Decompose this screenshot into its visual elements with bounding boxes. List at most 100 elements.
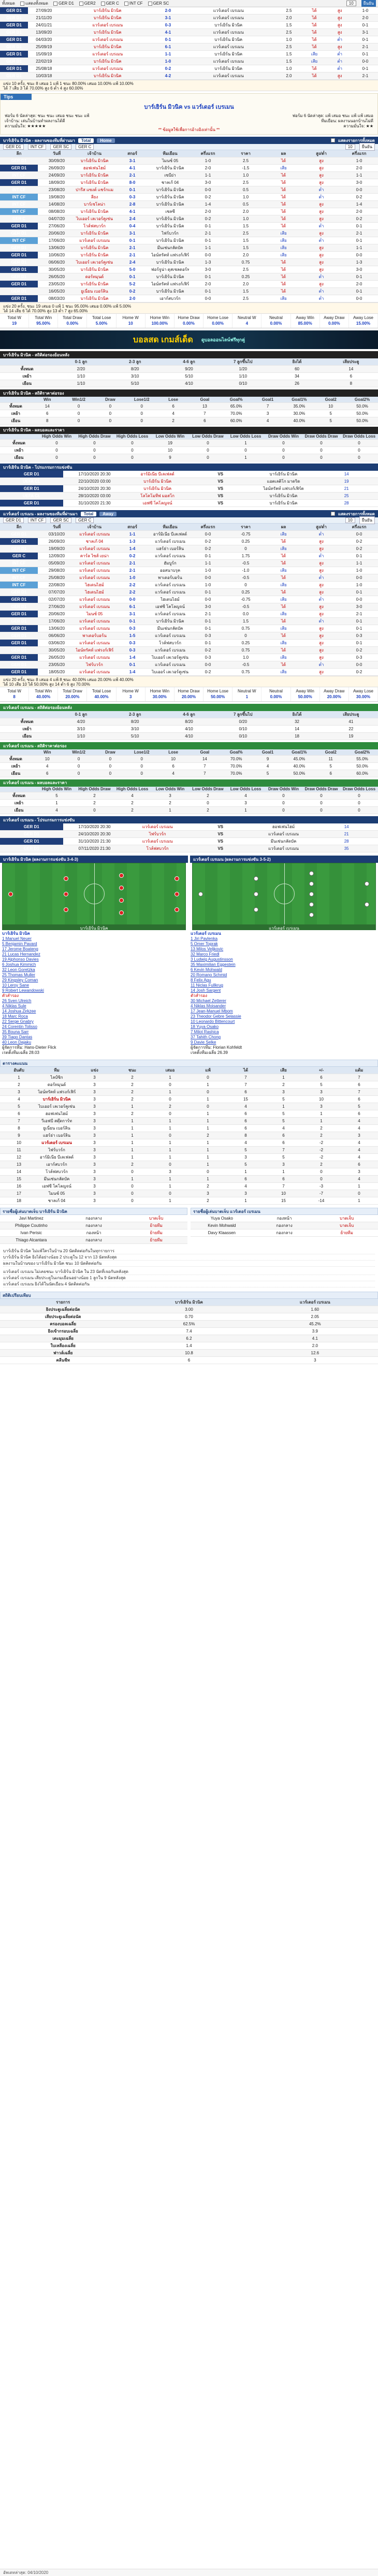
table-row[interactable]: GER D1 17/10/2020 20:30 แวร์เดอร์ เบรเมน VS… bbox=[0, 823, 378, 831]
table-row[interactable]: 4 บาร์เยิร์น มิวนิค 3 2 0 1 15 5 10 6 bbox=[0, 1095, 378, 1103]
player-link[interactable]: 14 Josh Sargent bbox=[191, 988, 221, 993]
table-row[interactable]: GER C 12/09/20 คาร์ล ไซส์ เยน่า 0-2 แวร์เดอร… bbox=[0, 552, 378, 560]
table-row[interactable]: GER D1 20/06/20 บาร์เยิร์น มิวนิค 3-1 ไฟร์บว… bbox=[0, 229, 378, 237]
table-row[interactable]: GER D1 10/06/20 บาร์เยิร์น มิวนิค 2-1 ไอน์ทร… bbox=[0, 251, 378, 259]
table-row[interactable]: GER D1 19/09/20 แวร์เดอร์ เบรเมน 1-4 แฮร์ธ่า… bbox=[0, 545, 378, 553]
table-row[interactable]: GER D1 04/03/20 แวร์เดอร์ เบรเมน 0-1 บาร์เยิ… bbox=[0, 36, 378, 44]
confirm-button-away[interactable]: ยืนยัน bbox=[359, 516, 375, 524]
table-row[interactable]: 9 แฮร์ธ่า เบอร์ลิน 3 1 0 2 8 6 2 3 bbox=[0, 1132, 378, 1139]
table-row[interactable]: GER D1 17/06/20 แวร์เดอร์ เบรเมน 0-1 บาร์เยิ… bbox=[0, 617, 378, 625]
tab-away[interactable]: Away bbox=[99, 511, 117, 516]
table-row[interactable]: INT CF 14/08/20 บาร์เซโลน่า 2-8 บาร์เยิร์น ม… bbox=[0, 200, 378, 208]
sub-player-link[interactable]: 23 Theodor Gebre Selassie bbox=[191, 1014, 241, 1019]
table-row[interactable]: INT CF 05/09/20 แวร์เดอร์ เบรเมน 2-1 ฮัมบูร์… bbox=[0, 559, 378, 567]
table-row[interactable]: GER D1 22/02/19 บาร์เยิร์น มิวนิค 1-0 แวร์เด… bbox=[0, 57, 378, 65]
filter-count-select[interactable]: 10 bbox=[346, 1, 356, 6]
filter-confirm-button[interactable]: ยืนยัน bbox=[361, 0, 376, 7]
table-row[interactable]: GER D1 02/07/20 แวร์เดอร์ เบรเมน 0-0 ไฮเดนไฮ… bbox=[0, 596, 378, 603]
sub-player-link[interactable]: 30 Michael Zetterer bbox=[191, 998, 226, 1003]
table-row[interactable]: GER D1 30/05/20 ไอน์ทรัคท์ แฟรงก์เฟิร์ต 0-3… bbox=[0, 646, 378, 654]
table-row[interactable]: 15 มึนเช่นกลัดบัค 3 1 1 1 6 6 0 4 bbox=[0, 1175, 378, 1183]
sub-player-link[interactable]: 39 Tiago Dantas bbox=[2, 1035, 33, 1039]
table-row[interactable]: GER D1 26/09/20 ชาลเก้ 04 1-3 แวร์เดอร์ เบรเ… bbox=[0, 538, 378, 545]
player-link[interactable]: 3 Ludwig Augustinsson bbox=[191, 957, 233, 962]
filter-opt-int-cf[interactable]: INT CF bbox=[124, 1, 143, 6]
table-row[interactable]: 17 ไมนซ์ 05 3 0 0 3 3 10 -7 0 bbox=[0, 1190, 378, 1197]
player-link[interactable]: 19 Alphonso Davies bbox=[2, 957, 39, 962]
sub-player-link[interactable]: 4 Niklas Sule bbox=[2, 1004, 26, 1008]
table-row[interactable]: GER D1 31/10/2020 21:30 แวร์เดอร์ เบรเมน VS… bbox=[0, 837, 378, 845]
table-row[interactable]: GER D1 13/06/20 บาร์เยิร์น มิวนิค 2-1 มึนเช่… bbox=[0, 244, 378, 252]
table-row[interactable]: INT CF 24/09/20 บาร์เยิร์น มิวนิค 2-1 เซบีย่… bbox=[0, 171, 378, 179]
sub-player-link[interactable]: 14 Joshua Zirkzee bbox=[2, 1009, 36, 1014]
table-row[interactable]: GER D1 15/09/19 แวร์เดอร์ เบรเมน 1-1 บาร์เยิ… bbox=[0, 50, 378, 58]
chip-ger-d1-away[interactable]: GER D1 bbox=[3, 517, 24, 523]
table-row[interactable]: GER D1 27/09/20 บาร์เยิร์น มิวนิค 2-0 แวร์เด… bbox=[0, 7, 378, 15]
table-row[interactable]: 16 เอฟซี โคโลญจน์ 3 0 1 2 4 7 -3 1 bbox=[0, 1182, 378, 1190]
table-row[interactable]: 2 ดอร์ทมุนด์ 3 2 0 1 7 2 5 6 bbox=[0, 1081, 378, 1089]
table-row[interactable]: GER D1 06/06/20 พาเดอร์บอร์น 1-5 แวร์เดอร์ เ… bbox=[0, 632, 378, 640]
player-link[interactable]: 25 Thomas Muller bbox=[2, 973, 35, 977]
filter-opt-ger2[interactable]: GER2 bbox=[79, 1, 96, 6]
table-row[interactable]: 18 ชาลเก้ 04 3 0 1 2 1 15 -14 1 bbox=[0, 1197, 378, 1205]
player-link[interactable]: 9 Robert Lewandowski bbox=[2, 988, 44, 993]
checkbox-icon[interactable] bbox=[330, 138, 335, 142]
count-select-away[interactable]: 10 bbox=[345, 517, 355, 523]
table-row[interactable]: GER D1 17/10/2020 20:30 อาร์มิเนีย บีเลเฟล… bbox=[0, 471, 378, 478]
table-row[interactable]: 10 แวร์เดอร์ เบรเมน 3 1 1 1 4 6 -2 4 bbox=[0, 1139, 378, 1147]
sub-player-link[interactable]: 9 Davie Selke bbox=[191, 1040, 216, 1045]
table-row[interactable]: GER D1 24/10/2020 20:30 ไฟร์บวร์ก VS แวร์เดอ… bbox=[0, 830, 378, 838]
table-row[interactable]: GER D1 13/06/20 แวร์เดอร์ เบรเมน 0-3 มึนเช่น… bbox=[0, 625, 378, 632]
tab-home[interactable]: Home bbox=[97, 138, 115, 143]
table-row[interactable]: GER C 04/07/20 ไบเออร์ เลเวอร์คูเซ่น 2-4 บาร… bbox=[0, 215, 378, 223]
filter-opt-all[interactable]: แสดงทั้งหมด bbox=[20, 0, 48, 7]
table-row[interactable]: GER D1 03/06/20 แวร์เดอร์ เบรเมน 0-3 โวล์ฟสบ… bbox=[0, 639, 378, 647]
filter-opt-ger-d1[interactable]: GER D1 bbox=[53, 1, 74, 6]
sub-player-link[interactable]: 7 Milot Rashica bbox=[191, 1030, 219, 1034]
player-link[interactable]: 1 Manuel Neuer bbox=[2, 936, 32, 941]
sub-player-link[interactable]: 18 Marc Roca bbox=[2, 1014, 28, 1019]
table-row[interactable]: GER D1 26/05/20 ดอร์ทมุนด์ 0-1 บาร์เยิร์น มิ… bbox=[0, 273, 378, 281]
sub-player-link[interactable]: 10 Leonardo Bittencourt bbox=[191, 1019, 235, 1024]
chip-int-cf-away[interactable]: INT CF bbox=[27, 517, 47, 523]
chip-ger-d1[interactable]: GER D1 bbox=[3, 144, 24, 150]
show-all-toggle[interactable]: แสดงรายการทั้งหมด bbox=[338, 138, 375, 143]
player-link[interactable]: 5 Omer Toprak bbox=[191, 942, 218, 946]
table-row[interactable]: GER D1 25/09/19 บาร์เยิร์น มิวนิค 6-1 แวร์เด… bbox=[0, 43, 378, 51]
table-row[interactable]: INT CF 08/08/20 บาร์เยิร์น มิวนิค 4-1 เชลซี 2… bbox=[0, 208, 378, 215]
table-row[interactable]: GER D1 26/09/20 ฮอฟเฟนไฮม์ 4-1 บาร์เยิร์น มิ… bbox=[0, 164, 378, 172]
table-row[interactable]: GER D1 18/05/20 แวร์เดอร์ เบรเมน 1-4 ไบเออร์… bbox=[0, 668, 378, 676]
promo-banner[interactable]: บอลสด เกมส์เด็ด ดูบอลออนไลน์ฟรีทุกคู่ bbox=[0, 330, 378, 349]
player-link[interactable]: 11 Niclas Fullkrug bbox=[191, 983, 223, 988]
player-link[interactable]: 1 Jiri Pavlenka bbox=[191, 936, 218, 941]
confirm-button[interactable]: ยืนยัน bbox=[359, 143, 375, 151]
table-row[interactable]: GER D1 07/11/2020 21:30 โวล์ฟสบวร์ก VS แวร์เ… bbox=[0, 845, 378, 852]
player-link[interactable]: 17 Jerome Boateng bbox=[2, 947, 38, 951]
player-link[interactable]: 10 Leroy Sane bbox=[2, 983, 30, 988]
count-select[interactable]: 10 bbox=[345, 144, 355, 150]
table-row[interactable]: GER D1 21/11/20 บาร์เยิร์น มิวนิค 3-1 แวร์เด… bbox=[0, 14, 378, 22]
table-row[interactable]: GER D1 08/03/20 บาร์เยิร์น มิวนิค 2-0 เอาก์ส… bbox=[0, 295, 378, 302]
table-row[interactable]: 6 ฮอฟเฟนไฮม์ 3 2 0 1 6 5 1 6 bbox=[0, 1110, 378, 1118]
table-row[interactable]: GER D1 24/10/2020 20:30 บาร์เยิร์น มิวนิค V… bbox=[0, 485, 378, 493]
player-link[interactable]: 13 Milos Veljkovic bbox=[191, 947, 224, 951]
chip-ger-c-away[interactable]: GER C bbox=[76, 517, 94, 523]
chip-ger-sc-away[interactable]: GER SC bbox=[50, 517, 72, 523]
table-row[interactable]: GER D1 10/03/18 บาร์เยิร์น มิวนิค 4-2 แวร์เด… bbox=[0, 72, 378, 80]
table-row[interactable]: GER D1 25/08/18 แวร์เดอร์ เบรเมน 0-2 บาร์เยิ… bbox=[0, 65, 378, 73]
chip-int-cf[interactable]: INT CF bbox=[27, 144, 47, 150]
table-row[interactable]: INT CF 25/08/20 แวร์เดอร์ เบรเมน 1-0 พาเดอร์… bbox=[0, 574, 378, 582]
table-row[interactable]: GER D1 23/05/20 บาร์เยิร์น มิวนิค 5-2 ไอน์ทร… bbox=[0, 280, 378, 288]
sub-player-link[interactable]: 4 Niklas Moisander bbox=[191, 1004, 226, 1008]
table-row[interactable]: GER D1 16/05/20 ยูเนี่ยน เบอร์ลิน 0-2 บาร์เย… bbox=[0, 287, 378, 295]
filter-opt-ger-sc[interactable]: GER SC bbox=[148, 1, 169, 6]
table-row[interactable]: GER D1 18/09/20 บาร์เยิร์น มิวนิค 8-0 ชาลเก้… bbox=[0, 179, 378, 186]
player-link[interactable]: 32 Leon Goretzka bbox=[2, 967, 35, 972]
table-row[interactable]: 3 ไอน์ทรัคท์ แฟรงก์เฟิร์ต 3 2 1 0 6 3 3 7 bbox=[0, 1088, 378, 1096]
sub-player-link[interactable]: 40 Leon Dajaku bbox=[2, 1040, 32, 1045]
chip-ger-sc[interactable]: GER SC bbox=[50, 144, 72, 150]
table-row[interactable]: INT CF 17/06/20 แวร์เดอร์ เบรเมน 0-1 บาร์เยิ… bbox=[0, 237, 378, 244]
table-row[interactable]: GER D1 23/05/20 ไฟร์บวร์ก 0-1 แวร์เดอร์ เบรเ… bbox=[0, 661, 378, 669]
player-link[interactable]: 6 Joshua Kimmich bbox=[2, 962, 36, 967]
table-row[interactable]: INT CF 22/08/20 ไฮเดนไฮม์ 2-2 แวร์เดอร์ เบรเ… bbox=[0, 581, 378, 589]
